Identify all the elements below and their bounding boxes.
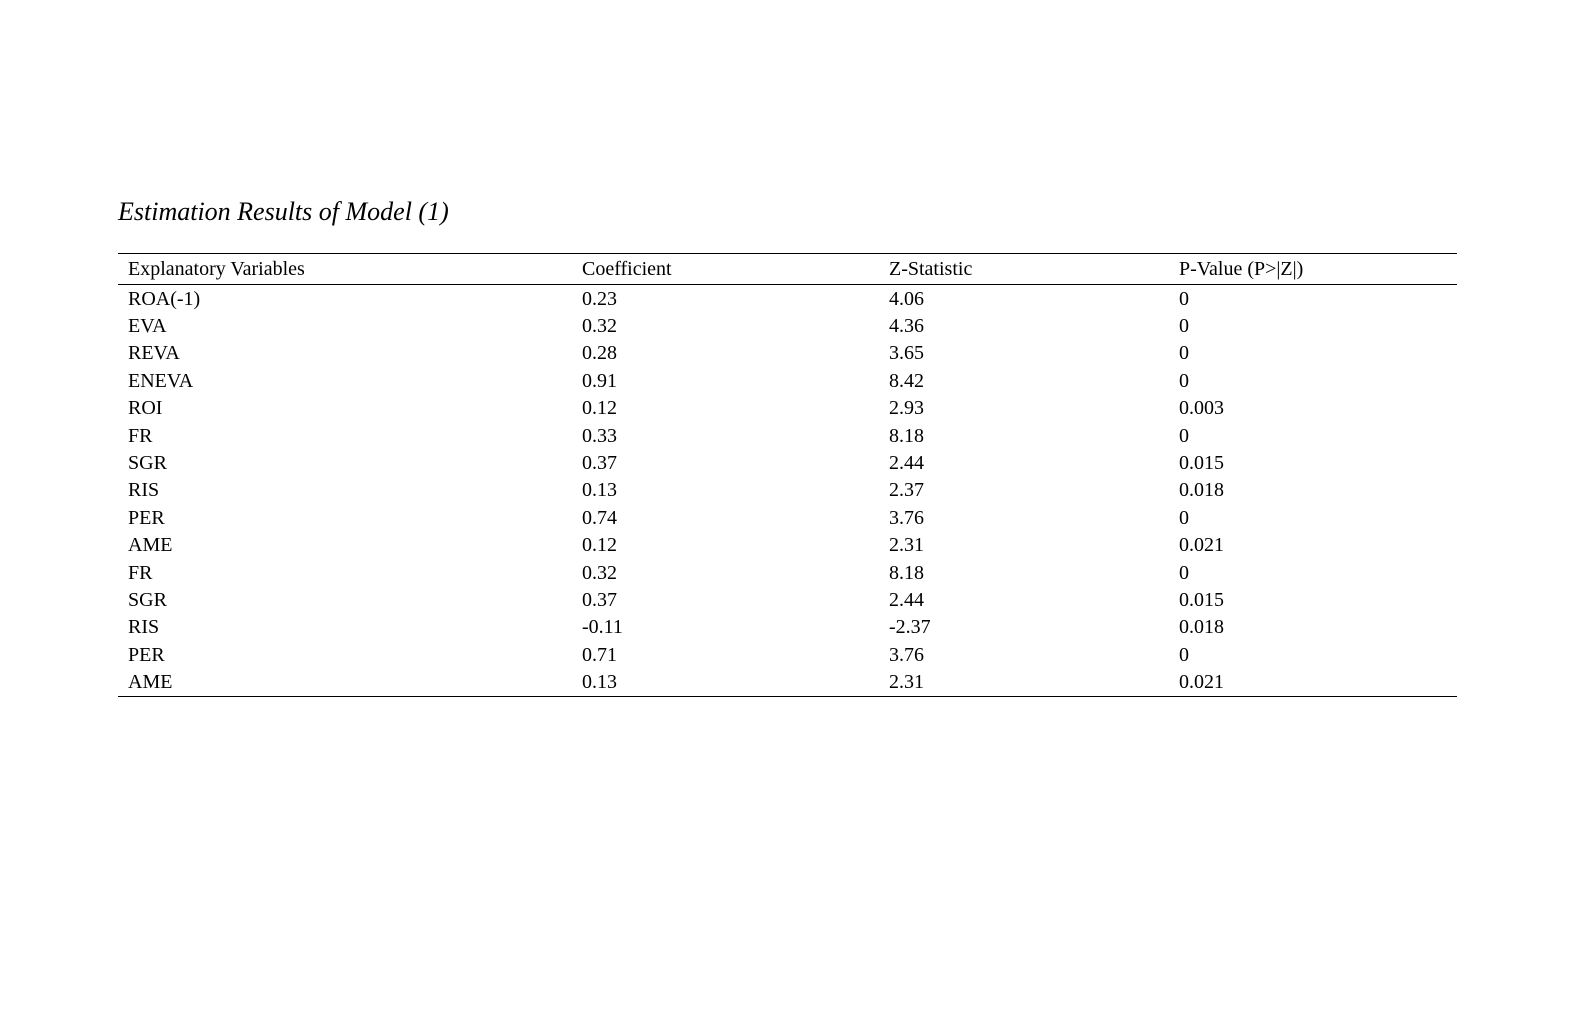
variable-cell: SGR bbox=[128, 588, 167, 611]
table-row: ROI 0.12 2.93 0.003 bbox=[118, 395, 1457, 422]
coefficient-cell: 0.33 bbox=[582, 424, 617, 447]
table-row: RIS -0.11 -2.37 0.018 bbox=[118, 614, 1457, 641]
variable-cell: SGR bbox=[128, 452, 167, 475]
z-statistic-cell: 4.06 bbox=[889, 287, 924, 310]
coefficient-cell: 0.12 bbox=[582, 534, 617, 557]
column-header-z-statistic: Z-Statistic bbox=[889, 258, 973, 280]
estimation-results-table: Explanatory Variables Coefficient Z-Stat… bbox=[118, 253, 1457, 697]
column-header-explanatory-variables: Explanatory Variables bbox=[128, 258, 305, 280]
variable-cell: FR bbox=[128, 424, 153, 447]
p-value-cell: 0.021 bbox=[1179, 671, 1224, 694]
table-header: Explanatory Variables Coefficient Z-Stat… bbox=[118, 254, 1457, 285]
z-statistic-cell: 8.42 bbox=[889, 369, 924, 392]
variable-cell: PER bbox=[128, 643, 165, 666]
coefficient-cell: -0.11 bbox=[582, 616, 623, 639]
table-row: ENEVA 0.91 8.42 0 bbox=[118, 367, 1457, 394]
coefficient-cell: 0.28 bbox=[582, 342, 617, 365]
table-row: PER 0.74 3.76 0 bbox=[118, 504, 1457, 531]
p-value-cell: 0.015 bbox=[1179, 452, 1224, 475]
variable-cell: ROI bbox=[128, 397, 163, 420]
z-statistic-cell: 3.76 bbox=[889, 643, 924, 666]
variable-cell: PER bbox=[128, 506, 165, 529]
p-value-cell: 0 bbox=[1179, 506, 1189, 529]
table-row: SGR 0.37 2.44 0.015 bbox=[118, 449, 1457, 476]
variable-cell: AME bbox=[128, 671, 173, 694]
p-value-cell: 0 bbox=[1179, 315, 1189, 338]
coefficient-cell: 0.74 bbox=[582, 506, 617, 529]
coefficient-cell: 0.71 bbox=[582, 643, 617, 666]
z-statistic-cell: 4.36 bbox=[889, 315, 924, 338]
z-statistic-cell: 2.31 bbox=[889, 534, 924, 557]
p-value-cell: 0.018 bbox=[1179, 479, 1224, 502]
variable-cell: REVA bbox=[128, 342, 180, 365]
coefficient-cell: 0.32 bbox=[582, 315, 617, 338]
p-value-cell: 0 bbox=[1179, 287, 1189, 310]
table-caption: Estimation Results of Model (1) bbox=[118, 197, 449, 226]
p-value-cell: 0 bbox=[1179, 643, 1189, 666]
z-statistic-cell: 8.18 bbox=[889, 561, 924, 584]
column-header-p-value: P-Value (P>|Z|) bbox=[1179, 258, 1304, 280]
z-statistic-cell: 8.18 bbox=[889, 424, 924, 447]
p-value-cell: 0 bbox=[1179, 561, 1189, 584]
table-row: FR 0.32 8.18 0 bbox=[118, 559, 1457, 586]
table-row: PER 0.71 3.76 0 bbox=[118, 641, 1457, 668]
table-row: SGR 0.37 2.44 0.015 bbox=[118, 586, 1457, 613]
p-value-cell: 0.015 bbox=[1179, 588, 1224, 611]
table-row: AME 0.12 2.31 0.021 bbox=[118, 532, 1457, 559]
table-body: ROA(-1) 0.23 4.06 0 EVA 0.32 4.36 0 REVA… bbox=[118, 285, 1457, 697]
coefficient-cell: 0.12 bbox=[582, 397, 617, 420]
p-value-cell: 0 bbox=[1179, 342, 1189, 365]
coefficient-cell: 0.13 bbox=[582, 479, 617, 502]
p-value-cell: 0 bbox=[1179, 424, 1189, 447]
table-row: REVA 0.28 3.65 0 bbox=[118, 340, 1457, 367]
coefficient-cell: 0.23 bbox=[582, 287, 617, 310]
coefficient-cell: 0.37 bbox=[582, 588, 617, 611]
table-header-row: Explanatory Variables Coefficient Z-Stat… bbox=[118, 254, 1457, 285]
variable-cell: RIS bbox=[128, 616, 160, 639]
table-row: EVA 0.32 4.36 0 bbox=[118, 312, 1457, 339]
table-row: AME 0.13 2.31 0.021 bbox=[118, 668, 1457, 696]
z-statistic-cell: 2.44 bbox=[889, 452, 924, 475]
variable-cell: FR bbox=[128, 561, 153, 584]
p-value-cell: 0 bbox=[1179, 369, 1189, 392]
variable-cell: ENEVA bbox=[128, 369, 194, 392]
coefficient-cell: 0.13 bbox=[582, 671, 617, 694]
z-statistic-cell: 2.37 bbox=[889, 479, 924, 502]
column-header-coefficient: Coefficient bbox=[582, 258, 672, 280]
table-row: FR 0.33 8.18 0 bbox=[118, 422, 1457, 449]
p-value-cell: 0.018 bbox=[1179, 616, 1224, 639]
z-statistic-cell: 3.65 bbox=[889, 342, 924, 365]
coefficient-cell: 0.32 bbox=[582, 561, 617, 584]
z-statistic-cell: 2.44 bbox=[889, 588, 924, 611]
z-statistic-cell: 2.31 bbox=[889, 671, 924, 694]
variable-cell: EVA bbox=[128, 315, 167, 338]
p-value-cell: 0.003 bbox=[1179, 397, 1224, 420]
table-row: RIS 0.13 2.37 0.018 bbox=[118, 477, 1457, 504]
coefficient-cell: 0.91 bbox=[582, 369, 617, 392]
variable-cell: AME bbox=[128, 534, 173, 557]
coefficient-cell: 0.37 bbox=[582, 452, 617, 475]
p-value-cell: 0.021 bbox=[1179, 534, 1224, 557]
z-statistic-cell: -2.37 bbox=[889, 616, 931, 639]
variable-cell: RIS bbox=[128, 479, 160, 502]
variable-cell: ROA(-1) bbox=[128, 287, 201, 310]
table-row: ROA(-1) 0.23 4.06 0 bbox=[118, 285, 1457, 313]
z-statistic-cell: 3.76 bbox=[889, 506, 924, 529]
z-statistic-cell: 2.93 bbox=[889, 397, 924, 420]
